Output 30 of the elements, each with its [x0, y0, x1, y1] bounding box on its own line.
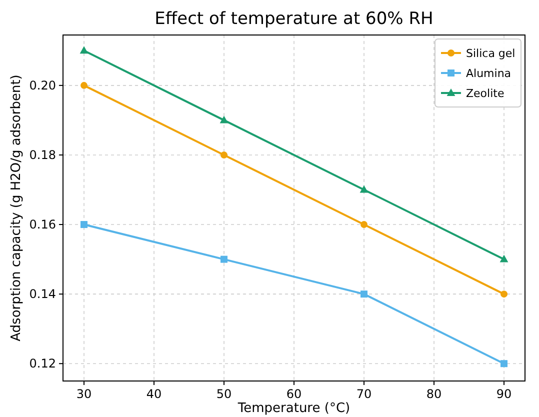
point	[220, 116, 228, 124]
x-tick-label: 80	[426, 387, 442, 401]
point	[80, 46, 88, 54]
y-tick-label: 0.20	[29, 78, 56, 92]
y-tick-label: 0.16	[29, 218, 56, 232]
chart-title: Effect of temperature at 60% RH	[154, 9, 434, 29]
x-tick-label: 40	[146, 387, 162, 401]
x-tick-label: 90	[496, 387, 512, 401]
legend-label: Silica gel	[466, 47, 516, 60]
point	[220, 256, 228, 263]
y-axis-title: Adsorption capacity (g H2O/g adsorbent)	[9, 74, 24, 342]
y-tick-label: 0.18	[29, 148, 56, 162]
legend-label: Zeolite	[466, 87, 504, 100]
x-axis-title: Temperature (°C)	[236, 401, 350, 416]
point	[80, 221, 88, 228]
x-tick-label: 30	[76, 387, 92, 401]
point	[220, 151, 228, 158]
point	[80, 82, 88, 89]
x-tick-label: 50	[216, 387, 232, 401]
point	[500, 290, 508, 298]
point	[500, 254, 508, 262]
point	[360, 290, 368, 298]
point	[360, 185, 368, 193]
x-tick-label: 60	[286, 387, 302, 401]
point	[500, 360, 508, 368]
legend-label: Alumina	[466, 67, 512, 80]
y-tick-label: 0.12	[29, 356, 56, 371]
y-tick-label: 0.14	[29, 287, 56, 302]
point	[360, 221, 368, 228]
x-tick-label: 70	[356, 387, 372, 401]
